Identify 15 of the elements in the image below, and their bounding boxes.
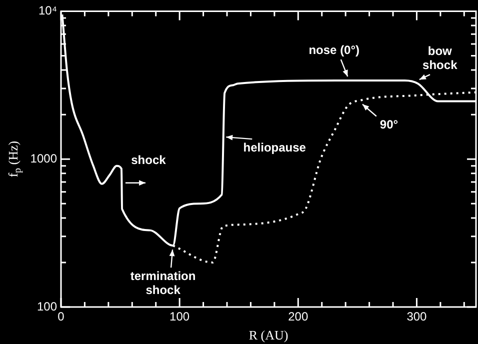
- annotation: 90°: [380, 118, 398, 132]
- annotation: shock: [131, 153, 166, 168]
- y-tick-label: 1000: [30, 151, 58, 166]
- y-axis-title: fp (Hz): [5, 140, 24, 178]
- y-tick-label: 10⁴: [38, 4, 57, 18]
- y-tick-label: 100: [36, 299, 58, 314]
- x-tick-label: 100: [170, 310, 190, 324]
- x-tick-label: 200: [288, 310, 308, 324]
- annotation: heliopause: [243, 140, 306, 154]
- x-tick-label: 0: [58, 310, 65, 324]
- x-tick-label: 300: [406, 310, 428, 324]
- annotation: bow shock: [422, 44, 458, 72]
- x-axis-title: R (AU): [248, 328, 288, 343]
- annotation: termination shock: [130, 268, 196, 297]
- annotation: nose (0°): [308, 42, 360, 57]
